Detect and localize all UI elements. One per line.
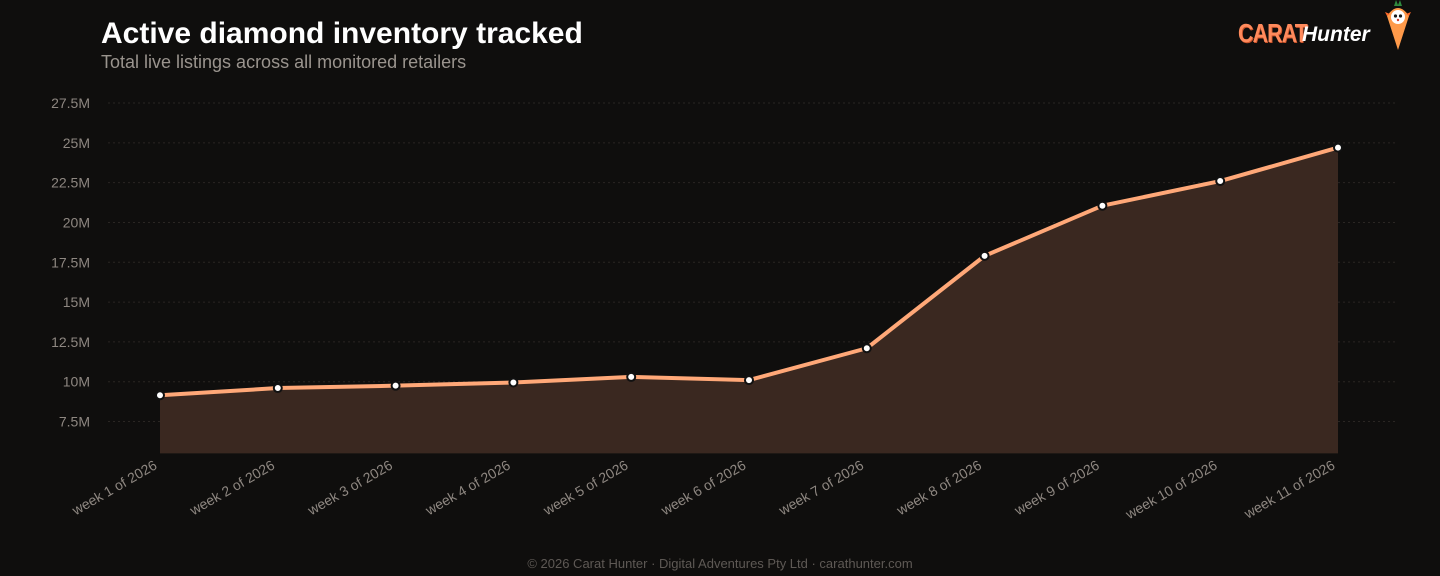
y-axis-tick-labels: 7.5M 10M 12.5M 15M 17.5M 20M 22.5M 25M 27.5M <box>51 95 90 430</box>
x-tick-label: week 1 of 2026 <box>68 457 159 519</box>
logo-carat-text: CARAT <box>1238 18 1308 48</box>
x-axis-tick-labels: week 1 of 2026 week 2 of 2026 week 3 of 20… <box>68 457 1337 523</box>
x-tick-label: week 10 of 2026 <box>1122 457 1220 523</box>
chart-title: Active diamond inventory tracked <box>101 17 583 50</box>
data-point[interactable] <box>979 250 990 261</box>
data-point[interactable] <box>390 380 401 391</box>
y-tick-label: 27.5M <box>51 95 90 111</box>
data-point[interactable] <box>861 343 872 354</box>
series-area <box>160 147 1338 454</box>
x-tick-label: week 5 of 2026 <box>540 457 631 519</box>
data-point[interactable] <box>272 383 283 394</box>
x-tick-label: week 3 of 2026 <box>304 457 395 519</box>
y-tick-label: 22.5M <box>51 175 90 191</box>
data-point[interactable] <box>508 377 519 388</box>
data-point[interactable] <box>626 371 637 382</box>
data-point[interactable] <box>744 375 754 386</box>
y-tick-label: 12.5M <box>51 334 90 350</box>
data-points <box>155 142 1343 401</box>
x-tick-label: week 9 of 2026 <box>1011 457 1102 519</box>
y-tick-label: 25M <box>63 135 90 151</box>
y-tick-label: 7.5M <box>59 414 90 430</box>
footer-copyright: © 2026 Carat Hunter · Digital Adventures… <box>527 556 913 571</box>
chart-subtitle: Total live listings across all monitored… <box>101 52 467 72</box>
x-tick-label: week 2 of 2026 <box>186 457 277 519</box>
data-point[interactable] <box>1333 142 1343 153</box>
x-tick-label: week 4 of 2026 <box>422 457 513 519</box>
y-tick-label: 15M <box>63 294 90 310</box>
y-tick-label: 10M <box>63 374 90 390</box>
data-point[interactable] <box>155 390 165 401</box>
y-tick-label: 20M <box>63 214 90 230</box>
data-point[interactable] <box>1097 200 1108 211</box>
x-tick-label: week 6 of 2026 <box>657 457 748 519</box>
carrot-fox-mascot-icon <box>1385 0 1411 50</box>
carat-hunter-logo[interactable]: CARAT Hunter <box>1238 0 1418 52</box>
data-point[interactable] <box>1215 176 1226 187</box>
x-tick-label: week 8 of 2026 <box>893 457 984 519</box>
x-tick-label: week 7 of 2026 <box>775 457 866 519</box>
logo-hunter-text: Hunter <box>1302 23 1370 46</box>
x-tick-label: week 11 of 2026 <box>1241 457 1338 522</box>
y-tick-label: 17.5M <box>51 254 90 270</box>
